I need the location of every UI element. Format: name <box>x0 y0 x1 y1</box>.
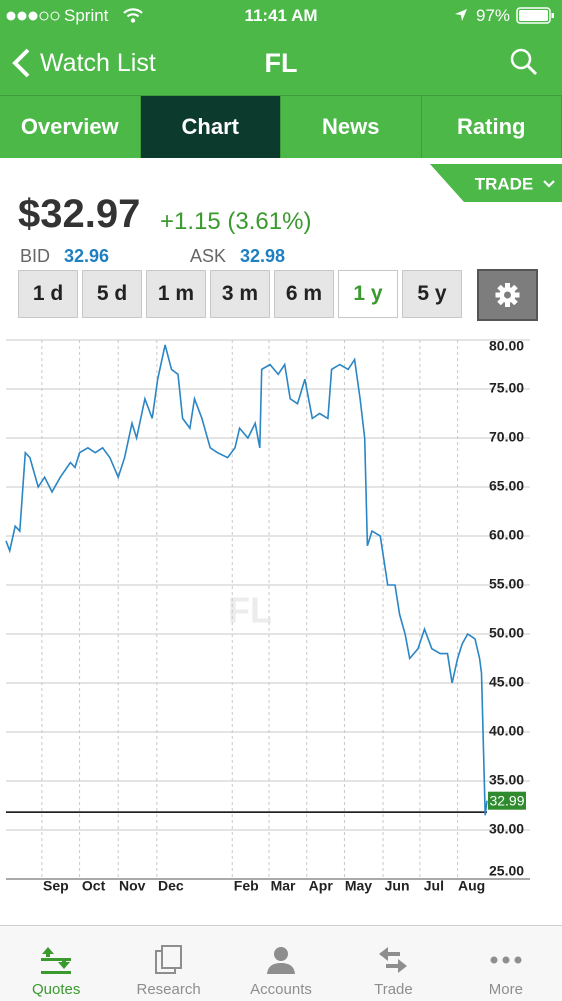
bottom-tab-label[interactable]: Research <box>137 981 201 998</box>
y-tick-label: 30.00 <box>489 821 524 837</box>
y-tick-label: 45.00 <box>489 674 524 690</box>
battery-percent: 97% <box>476 6 510 26</box>
y-tick-label: 25.00 <box>489 863 524 879</box>
y-tick-label: 75.00 <box>489 380 524 396</box>
y-tick-label: 65.00 <box>489 478 524 494</box>
range-button[interactable]: 1 d <box>18 270 78 318</box>
tab-bar: Overview Chart News Rating <box>0 95 562 158</box>
range-button[interactable]: 5 y <box>402 270 462 318</box>
bottom-tab[interactable]: Trade <box>337 926 449 1001</box>
range-button[interactable]: 5 d <box>82 270 142 318</box>
x-tick-label: Jun <box>385 878 410 894</box>
bottom-tab-label[interactable]: Trade <box>374 981 413 998</box>
back-label[interactable]: Watch List <box>40 49 156 78</box>
y-tick-label: 70.00 <box>489 429 524 445</box>
y-tick-label: 80.00 <box>489 338 524 354</box>
accounts-icon <box>264 945 298 975</box>
ask-value: 32.98 <box>240 246 285 267</box>
battery-icon <box>516 7 556 25</box>
bottom-tab[interactable]: More <box>450 926 562 1001</box>
range-button[interactable]: 3 m <box>210 270 270 318</box>
y-tick-label: 35.00 <box>489 772 524 788</box>
y-tick-label: 55.00 <box>489 576 524 592</box>
price-line <box>6 345 487 815</box>
x-tick-label: May <box>345 878 372 894</box>
bottom-tab[interactable]: Research <box>112 926 224 1001</box>
tab[interactable]: Chart <box>141 96 282 158</box>
y-tick-label: 50.00 <box>489 625 524 641</box>
trade-button[interactable]: TRADE <box>430 164 562 202</box>
location-icon <box>454 8 468 22</box>
range-button[interactable]: 1 y <box>338 270 398 318</box>
x-tick-label: Mar <box>271 878 296 894</box>
y-tick-label: 60.00 <box>489 527 524 543</box>
bottom-tab-bar: Quotes Research Accounts Trade More <box>0 925 562 1001</box>
research-icon <box>152 945 186 975</box>
chart-watermark: FL <box>228 590 272 631</box>
x-tick-label: Nov <box>119 878 146 894</box>
settings-button[interactable] <box>477 269 538 321</box>
more-icon <box>486 945 526 975</box>
x-tick-label: Sep <box>43 878 69 894</box>
x-tick-label: Aug <box>458 878 485 894</box>
price-change: +1.15 (3.61%) <box>160 208 311 236</box>
back-chevron <box>10 46 34 80</box>
y-tick-label: 40.00 <box>489 723 524 739</box>
x-tick-label: Apr <box>309 878 334 894</box>
x-tick-label: Feb <box>234 878 259 894</box>
x-tick-label: Jul <box>424 878 444 894</box>
search-icon[interactable] <box>508 47 540 79</box>
bottom-tab[interactable]: Accounts <box>225 926 337 1001</box>
price-chart: FL 25.00 30.00 35.00 40.00 45.00 50.00 55.00 60… <box>0 330 562 910</box>
range-button[interactable]: 6 m <box>274 270 334 318</box>
x-tick-label: Dec <box>158 878 184 894</box>
tab[interactable]: News <box>281 96 422 158</box>
status-bar: Sprint 11:41 AM 97% <box>0 0 562 32</box>
bottom-tab[interactable]: Quotes <box>0 926 112 1001</box>
bottom-tab-label[interactable]: More <box>489 981 523 998</box>
ask-label: ASK <box>190 246 226 267</box>
last-value-label: 32.99 <box>489 792 524 808</box>
nav-bar: Watch List FL <box>0 32 562 95</box>
trade-icon <box>376 945 410 975</box>
trade-label[interactable]: TRADE <box>475 174 534 193</box>
quotes-icon <box>39 945 73 975</box>
bottom-tab-label[interactable]: Quotes <box>32 981 80 998</box>
tab[interactable]: Overview <box>0 96 141 158</box>
bid-value: 32.96 <box>64 246 109 267</box>
bid-label: BID <box>20 246 50 267</box>
price: $32.97 <box>18 192 140 237</box>
range-button[interactable]: 1 m <box>146 270 206 318</box>
tab[interactable]: Rating <box>422 96 562 158</box>
back-button[interactable]: Watch List <box>10 46 156 80</box>
bottom-tab-label[interactable]: Accounts <box>250 981 312 998</box>
x-tick-label: Oct <box>82 878 106 894</box>
